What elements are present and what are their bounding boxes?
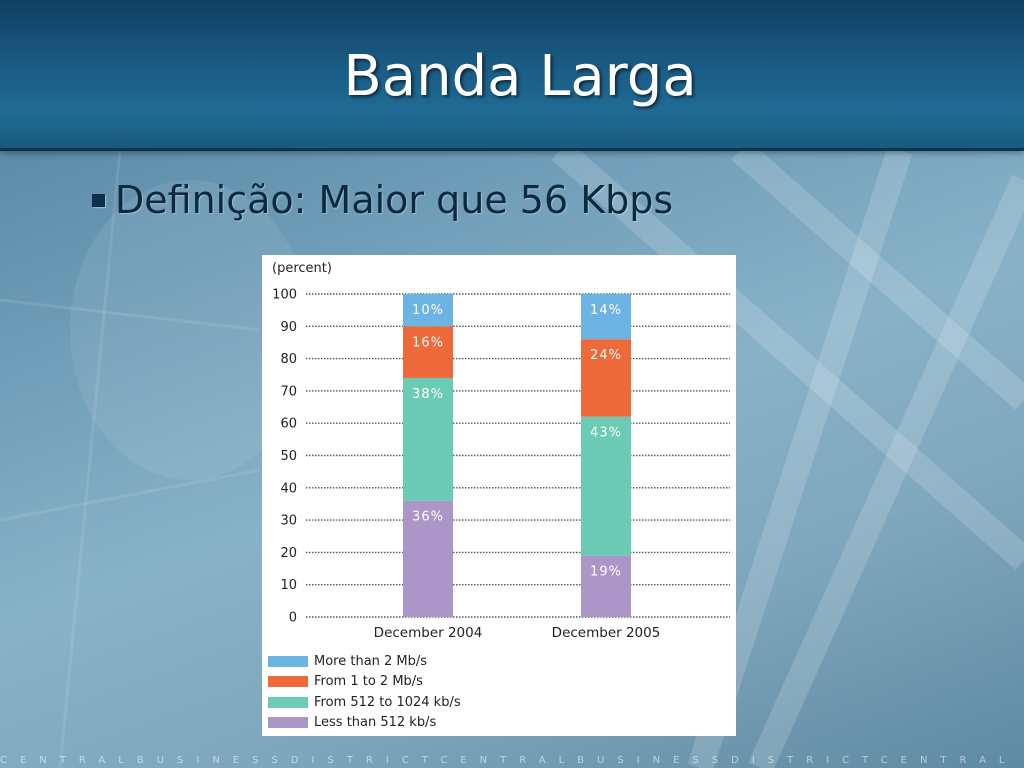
data-label: 10% xyxy=(412,303,444,318)
legend-swatch xyxy=(268,676,308,688)
y-tick-label: 70 xyxy=(280,384,297,399)
y-tick-label: 0 xyxy=(289,611,297,626)
y-tick-label: 40 xyxy=(280,481,297,496)
data-label: 14% xyxy=(590,303,622,318)
bar-segment xyxy=(403,326,453,378)
y-tick-label: 80 xyxy=(280,352,297,367)
legend-label: From 1 to 2 Mb/s xyxy=(314,674,423,690)
legend-swatch xyxy=(268,696,308,708)
data-label: 24% xyxy=(590,348,622,363)
footer-watermark: CENTRALBUSINESSDISTRICTCENTRALBUSINESSDI… xyxy=(0,755,1018,766)
legend-label: Less than 512 kb/s xyxy=(314,715,437,731)
legend-item: From 512 to 1024 kb/s xyxy=(268,692,461,713)
y-tick-label: 30 xyxy=(280,514,297,529)
legend-item: More than 2 Mb/s xyxy=(268,651,461,672)
bar-segment xyxy=(403,377,453,501)
data-label: 19% xyxy=(590,565,622,580)
square-bullet-icon xyxy=(92,193,105,207)
x-tick-label: December 2005 xyxy=(552,625,661,641)
legend-swatch xyxy=(268,655,308,667)
legend-item: Less than 512 kb/s xyxy=(268,713,461,734)
y-tick-label: 10 xyxy=(280,578,297,593)
slide-title: Banda Larga xyxy=(343,44,697,109)
y-tick-label: 50 xyxy=(280,449,297,464)
bar-segment xyxy=(403,500,453,617)
stacked-bar-chart: (percent) 0 10 20 30 40 50 60 70 80 90 100 36% 38% 16%… xyxy=(262,255,736,736)
bar-segment xyxy=(581,294,631,340)
bullet-item: Definição: Maior que 56 Kbps xyxy=(92,172,673,228)
data-label: 38% xyxy=(412,387,444,402)
data-label: 16% xyxy=(412,335,444,350)
y-tick-label: 60 xyxy=(280,417,297,432)
bar-segment xyxy=(581,416,631,556)
data-label: 43% xyxy=(590,426,622,441)
y-tick-label: 90 xyxy=(280,320,297,335)
legend-label: From 512 to 1024 kb/s xyxy=(314,694,461,710)
bar-segment xyxy=(581,339,631,417)
bar-segment xyxy=(403,294,453,327)
legend-swatch xyxy=(268,717,308,729)
x-tick-label: December 2004 xyxy=(374,625,483,641)
legend-item: From 1 to 2 Mb/s xyxy=(268,672,461,693)
y-tick-label: 100 xyxy=(272,288,297,303)
legend-label: More than 2 Mb/s xyxy=(314,653,428,669)
bullet-text: Definição: Maior que 56 Kbps xyxy=(115,178,674,222)
chart-legend: More than 2 Mb/s From 1 to 2 Mb/s From 512… xyxy=(268,651,461,733)
chart-canvas: (percent) 0 10 20 30 40 50 60 70 80 90 100 36% 38% 16%… xyxy=(272,261,730,641)
bar-segment xyxy=(581,555,631,617)
data-label: 36% xyxy=(412,510,444,525)
y-tick-label: 20 xyxy=(280,546,297,561)
y-axis-label: (percent) xyxy=(272,261,332,276)
title-bar: Banda Larga xyxy=(0,0,1024,151)
